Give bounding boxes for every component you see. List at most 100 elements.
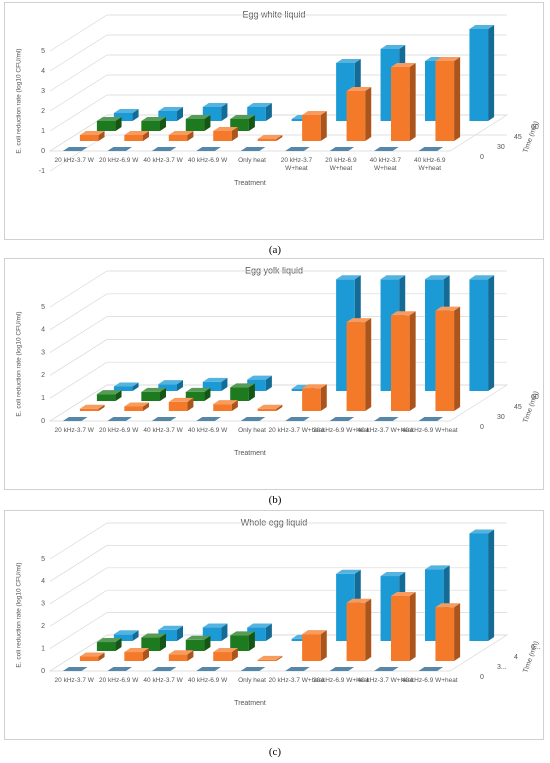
bar-side [488,529,495,641]
bar-top [302,384,327,389]
bar [62,667,88,672]
bar [185,635,211,651]
bar [247,375,272,391]
bar-front [291,119,311,121]
y-tick-label: 1 [41,128,45,135]
bar-front [96,121,116,131]
bar-top [240,667,266,671]
bar-top [79,652,105,657]
bar [113,382,139,391]
bar-front [113,386,133,391]
bar-side [160,387,166,401]
bar [213,127,238,141]
bar-top [230,115,255,119]
bar-side [265,623,272,641]
bar-front [302,634,321,661]
chart-title: Egg white liquid [242,9,305,19]
y-tick-label: 2 [41,623,45,630]
bar-front [168,401,188,411]
grid-line [49,361,507,399]
z-tick-label: 3... [497,664,507,671]
bar [374,147,399,152]
bar [124,648,149,661]
bar-side [187,131,194,141]
bar-side [204,387,211,401]
bar-top [285,667,310,671]
bar [141,117,166,131]
bar-side [177,380,183,391]
panel-label: (b) [268,494,282,506]
bar-side [143,402,149,411]
grid-line [49,589,507,627]
bar-front [124,652,143,661]
bar-top [247,103,272,107]
bar-top [240,147,266,151]
z-tick-label: 4 [514,654,518,661]
bar-top [257,135,283,139]
bar-top [391,63,416,67]
bar-front [469,533,489,641]
bar [418,417,444,422]
bar [374,667,399,672]
bar [107,147,132,152]
bar-side [409,592,416,661]
bar-side [115,638,122,651]
bar-side [177,625,183,641]
bar-top [141,117,166,121]
x-axis-label: Treatment [234,700,266,707]
grid-line [49,293,507,331]
bar [141,633,166,651]
x-tick-label: 40 kHz-6.9 W+heat [414,157,446,172]
bar-top [230,631,255,636]
bar [391,63,416,141]
bar-top [302,630,327,635]
bar-top [196,147,221,151]
bar-top [202,623,228,628]
bar-top [247,375,272,380]
bar [435,603,461,661]
z-tick-label: 60 [531,394,539,401]
bar-side [365,87,372,141]
bar-front [168,135,188,141]
bar-top [336,59,361,63]
bar [257,655,283,661]
bar-top [213,127,238,131]
bar [435,306,461,411]
bar-front [168,654,188,661]
bar-top [418,667,444,671]
floor [48,114,509,152]
x-tick-label: 20 kHz-6.9 W [98,677,139,684]
bar-top [418,417,444,421]
grid-line [49,14,507,52]
bar-top [418,147,444,151]
y-tick-label: 4 [41,68,45,75]
bar-side [98,652,105,661]
bar-front [141,121,160,131]
bar-top [257,404,283,409]
x-tick-label: 40 kHz-6.9 W [187,427,228,434]
bar-side [143,648,149,661]
bar [346,598,372,661]
bar-side [187,397,194,411]
bar-front [185,119,205,131]
bar [196,147,221,152]
bar-top [62,417,88,421]
bar [240,147,266,152]
bar-top [469,25,495,29]
chart-panel: Egg yolk liquid 0 1 2 3 4 5 60 45 30 0 Treatment E. … [4,258,544,490]
z-axis-label: Time (min) [522,390,540,424]
bar [257,404,283,411]
bar-front [113,634,133,641]
bar-top [380,45,406,49]
bar-side [365,598,372,661]
bar-top [141,387,166,392]
bar-front [96,394,116,401]
bar-top [107,147,132,151]
bar [151,667,177,672]
bar-front [391,596,410,661]
x-tick-label: 40 kHz-3.7 W [143,677,183,684]
bar-side [160,117,166,131]
bar-top [240,417,266,421]
bar-top [124,131,149,135]
x-tick-label: 20 kHz-3.7 W+heat [280,157,313,172]
